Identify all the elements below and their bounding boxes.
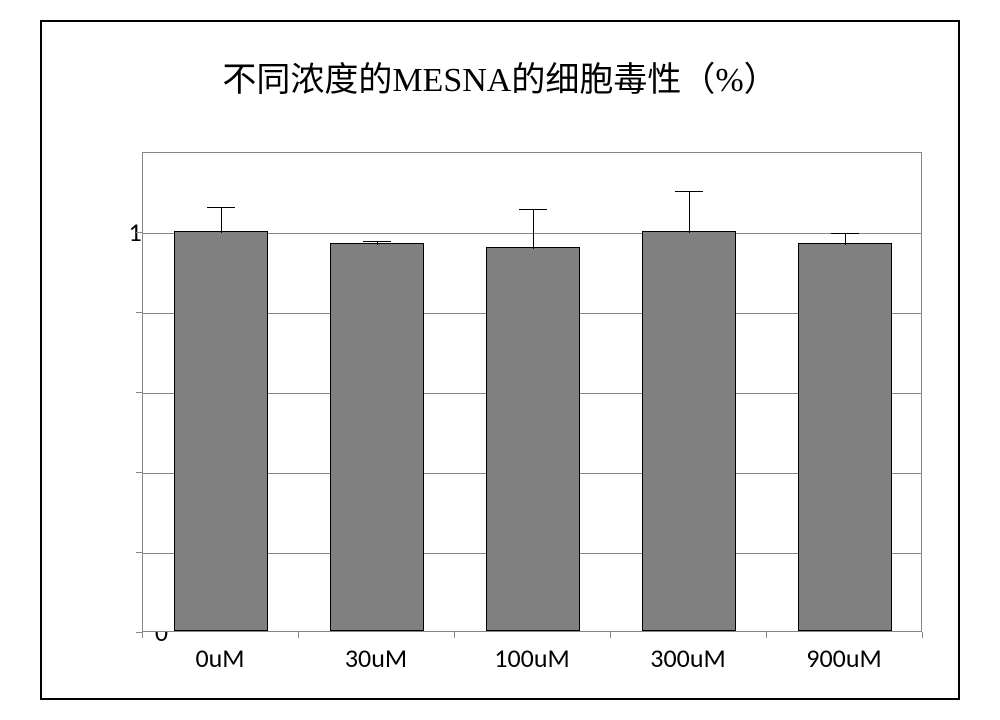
error-cap bbox=[675, 191, 703, 192]
x-tick-mark bbox=[610, 632, 611, 638]
bar bbox=[642, 231, 736, 631]
bar bbox=[798, 243, 892, 631]
bar bbox=[330, 243, 424, 631]
error-cap bbox=[519, 209, 547, 210]
error-bar bbox=[533, 209, 534, 249]
chart-title: 不同浓度的MESNA的细胞毒性（%） bbox=[42, 22, 958, 111]
bar bbox=[486, 247, 580, 631]
x-tick-mark bbox=[298, 632, 299, 638]
x-tick-label: 100uM bbox=[494, 642, 569, 674]
x-tick-mark bbox=[922, 632, 923, 638]
chart-frame: 不同浓度的MESNA的细胞毒性（%） 020406080100 0uM30uM1… bbox=[40, 20, 960, 700]
error-bar bbox=[845, 233, 846, 245]
bar bbox=[174, 231, 268, 631]
error-cap bbox=[207, 207, 235, 208]
x-tick-mark bbox=[766, 632, 767, 638]
error-bar bbox=[689, 191, 690, 233]
x-tick-label: 30uM bbox=[345, 642, 407, 674]
error-bar bbox=[221, 207, 222, 233]
x-tick-label: 900uM bbox=[806, 642, 881, 674]
plot-area bbox=[142, 152, 922, 632]
x-tick-mark bbox=[454, 632, 455, 638]
error-cap bbox=[363, 241, 391, 242]
x-tick-label: 300uM bbox=[650, 642, 725, 674]
error-cap bbox=[831, 233, 859, 234]
x-tick-mark bbox=[142, 632, 143, 638]
x-tick-label: 0uM bbox=[195, 642, 244, 674]
